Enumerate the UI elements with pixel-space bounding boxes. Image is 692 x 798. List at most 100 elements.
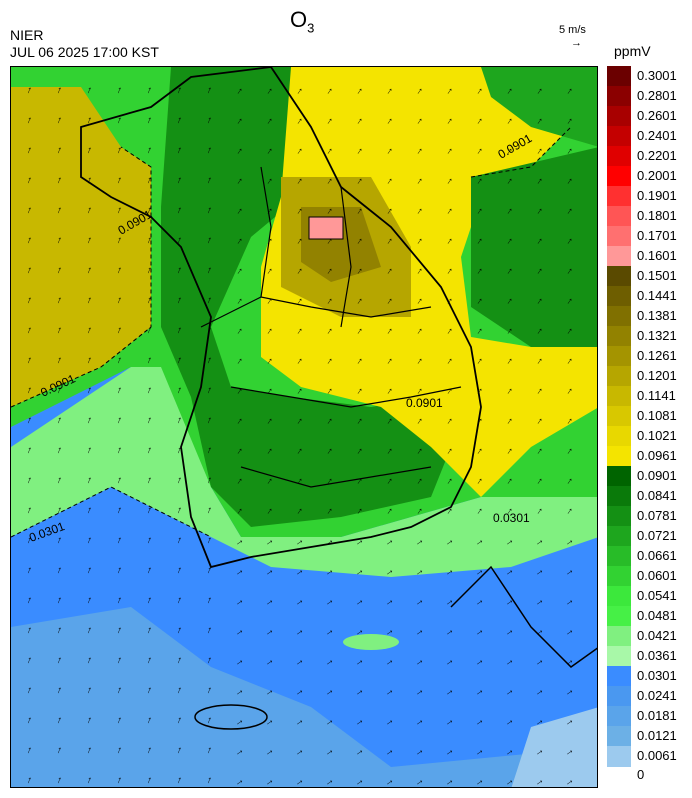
wind-arrow-icon: ↑ bbox=[85, 384, 93, 396]
wind-arrow-icon: ↑ bbox=[384, 385, 394, 397]
wind-arrow-icon: ↑ bbox=[205, 534, 213, 546]
wind-arrow-icon: ↑ bbox=[264, 717, 276, 727]
wind-arrow-icon: ↑ bbox=[264, 687, 276, 697]
wind-arrow-icon: ↑ bbox=[115, 684, 123, 696]
wind-arrow-icon: ↑ bbox=[55, 744, 63, 756]
colorbar-label: 0.0061 bbox=[637, 748, 677, 763]
wind-arrow-icon: ↑ bbox=[534, 717, 546, 727]
colorbar-label: 0.1601 bbox=[637, 248, 677, 263]
colorbar-label: 0.1021 bbox=[637, 428, 677, 443]
wind-arrow-icon: ↑ bbox=[25, 384, 33, 396]
wind-arrow-icon: ↑ bbox=[115, 744, 123, 756]
wind-arrow-icon: ↑ bbox=[594, 627, 598, 637]
wind-arrow-icon: ↑ bbox=[294, 717, 306, 727]
wind-arrow-icon: ↑ bbox=[324, 475, 334, 487]
wind-arrow-icon: ↑ bbox=[414, 115, 424, 127]
wind-arrow-icon: ↑ bbox=[294, 567, 306, 577]
wind-arrow-icon: ↑ bbox=[564, 777, 576, 787]
wind-arrow-icon: ↑ bbox=[175, 654, 183, 666]
colorbar-cell bbox=[607, 106, 631, 127]
wind-arrow-icon: ↑ bbox=[85, 504, 93, 516]
colorbar-cell bbox=[607, 126, 631, 147]
colorbar-cell bbox=[607, 366, 631, 387]
wind-arrow-icon: ↑ bbox=[474, 445, 484, 457]
wind-arrow-icon: ↑ bbox=[175, 354, 183, 366]
colorbar-cell bbox=[607, 686, 631, 707]
wind-arrow-icon: ↑ bbox=[564, 657, 576, 667]
wind-arrow-icon: ↑ bbox=[55, 264, 63, 276]
wind-arrow-icon: ↑ bbox=[504, 475, 514, 487]
wind-arrow-icon: ↑ bbox=[205, 564, 213, 576]
wind-arrow-icon: ↑ bbox=[25, 624, 33, 636]
colorbar-cell bbox=[607, 166, 631, 187]
wind-arrow-icon: ↑ bbox=[264, 777, 276, 787]
wind-arrow-icon: ↑ bbox=[534, 505, 544, 517]
wind-arrow-icon: ↑ bbox=[55, 144, 63, 156]
wind-arrow-icon: ↑ bbox=[564, 355, 574, 367]
wind-arrow-icon: ↑ bbox=[25, 234, 33, 246]
wind-arrow-icon: ↑ bbox=[55, 324, 63, 336]
wind-arrow-icon: ↑ bbox=[384, 355, 394, 367]
wind-arrow-icon: ↑ bbox=[25, 744, 33, 756]
wind-arrow-icon: ↑ bbox=[264, 597, 276, 607]
wind-arrow-icon: ↑ bbox=[564, 597, 576, 607]
wind-arrow-icon: ↑ bbox=[384, 597, 396, 607]
wind-arrow-icon: ↑ bbox=[534, 115, 544, 127]
wind-arrow-icon: ↑ bbox=[264, 385, 274, 397]
wind-arrow-icon: ↑ bbox=[534, 445, 544, 457]
wind-arrow-icon: ↑ bbox=[324, 205, 334, 217]
wind-arrow-icon: ↑ bbox=[474, 717, 486, 727]
wind-arrow-icon: ↑ bbox=[294, 175, 304, 187]
wind-arrow-icon: ↑ bbox=[534, 657, 546, 667]
wind-arrow-icon: ↑ bbox=[384, 325, 394, 337]
wind-arrow-icon: ↑ bbox=[414, 687, 426, 697]
wind-arrow-icon: ↑ bbox=[55, 114, 63, 126]
wind-arrow-icon: ↑ bbox=[115, 654, 123, 666]
wind-arrow-icon: ↑ bbox=[175, 114, 183, 126]
wind-arrow-icon: ↑ bbox=[264, 355, 274, 367]
wind-arrow-icon: ↑ bbox=[594, 505, 598, 517]
wind-arrow-icon: ↑ bbox=[564, 537, 576, 547]
wind-arrow-icon: ↑ bbox=[145, 564, 153, 576]
wind-arrow-icon: ↑ bbox=[444, 687, 456, 697]
wind-arrow-icon: ↑ bbox=[384, 567, 396, 577]
wind-arrow-icon: ↑ bbox=[594, 717, 598, 727]
wind-arrow-icon: ↑ bbox=[234, 777, 246, 787]
wind-arrow-icon: ↑ bbox=[324, 505, 334, 517]
wind-arrow-icon: ↑ bbox=[205, 234, 213, 246]
colorbar-label: 0.0721 bbox=[637, 528, 677, 543]
wind-arrow-icon: ↑ bbox=[294, 777, 306, 787]
wind-arrow-icon: ↑ bbox=[534, 567, 546, 577]
wind-arrow-icon: ↑ bbox=[234, 355, 244, 367]
wind-arrow-icon: ↑ bbox=[234, 627, 246, 637]
wind-arrow-icon: ↑ bbox=[444, 355, 454, 367]
wind-arrow-icon: ↑ bbox=[474, 145, 484, 157]
wind-arrow-icon: ↑ bbox=[234, 475, 244, 487]
wind-arrow-icon: ↑ bbox=[85, 624, 93, 636]
wind-arrow-icon: ↑ bbox=[354, 415, 364, 427]
wind-arrow-icon: ↑ bbox=[115, 474, 123, 486]
wind-arrow-icon: ↑ bbox=[234, 597, 246, 607]
wind-arrow-icon: ↑ bbox=[474, 657, 486, 667]
wind-arrow-icon: ↑ bbox=[25, 774, 33, 786]
colorbar-label: 0.0241 bbox=[637, 688, 677, 703]
wind-arrow-icon: ↑ bbox=[444, 265, 454, 277]
wind-arrow-icon: ↑ bbox=[354, 717, 366, 727]
wind-arrow-icon: ↑ bbox=[474, 175, 484, 187]
ozone-map[interactable]: 0.0901 0.0901 0.0901 0.0901 0.0301 0.030… bbox=[10, 66, 598, 788]
wind-arrow-icon: ↑ bbox=[384, 627, 396, 637]
wind-arrow-icon: ↑ bbox=[25, 594, 33, 606]
wind-arrow-icon: ↑ bbox=[504, 597, 516, 607]
wind-arrow-icon: ↑ bbox=[25, 714, 33, 726]
wind-arrow-icon: ↑ bbox=[324, 385, 334, 397]
wind-arrow-icon: ↑ bbox=[205, 684, 213, 696]
light-green-sea-patch bbox=[343, 634, 399, 650]
map-title: O3 bbox=[290, 8, 314, 40]
wind-arrow-icon: ↑ bbox=[414, 325, 424, 337]
wind-arrow-icon: ↑ bbox=[234, 115, 244, 127]
wind-arrow-icon: ↑ bbox=[354, 537, 366, 547]
wind-arrow-icon: ↑ bbox=[414, 205, 424, 217]
wind-arrow-icon: ↑ bbox=[504, 505, 514, 517]
wind-arrow-icon: ↑ bbox=[414, 567, 426, 577]
wind-arrow-icon: ↑ bbox=[324, 235, 334, 247]
